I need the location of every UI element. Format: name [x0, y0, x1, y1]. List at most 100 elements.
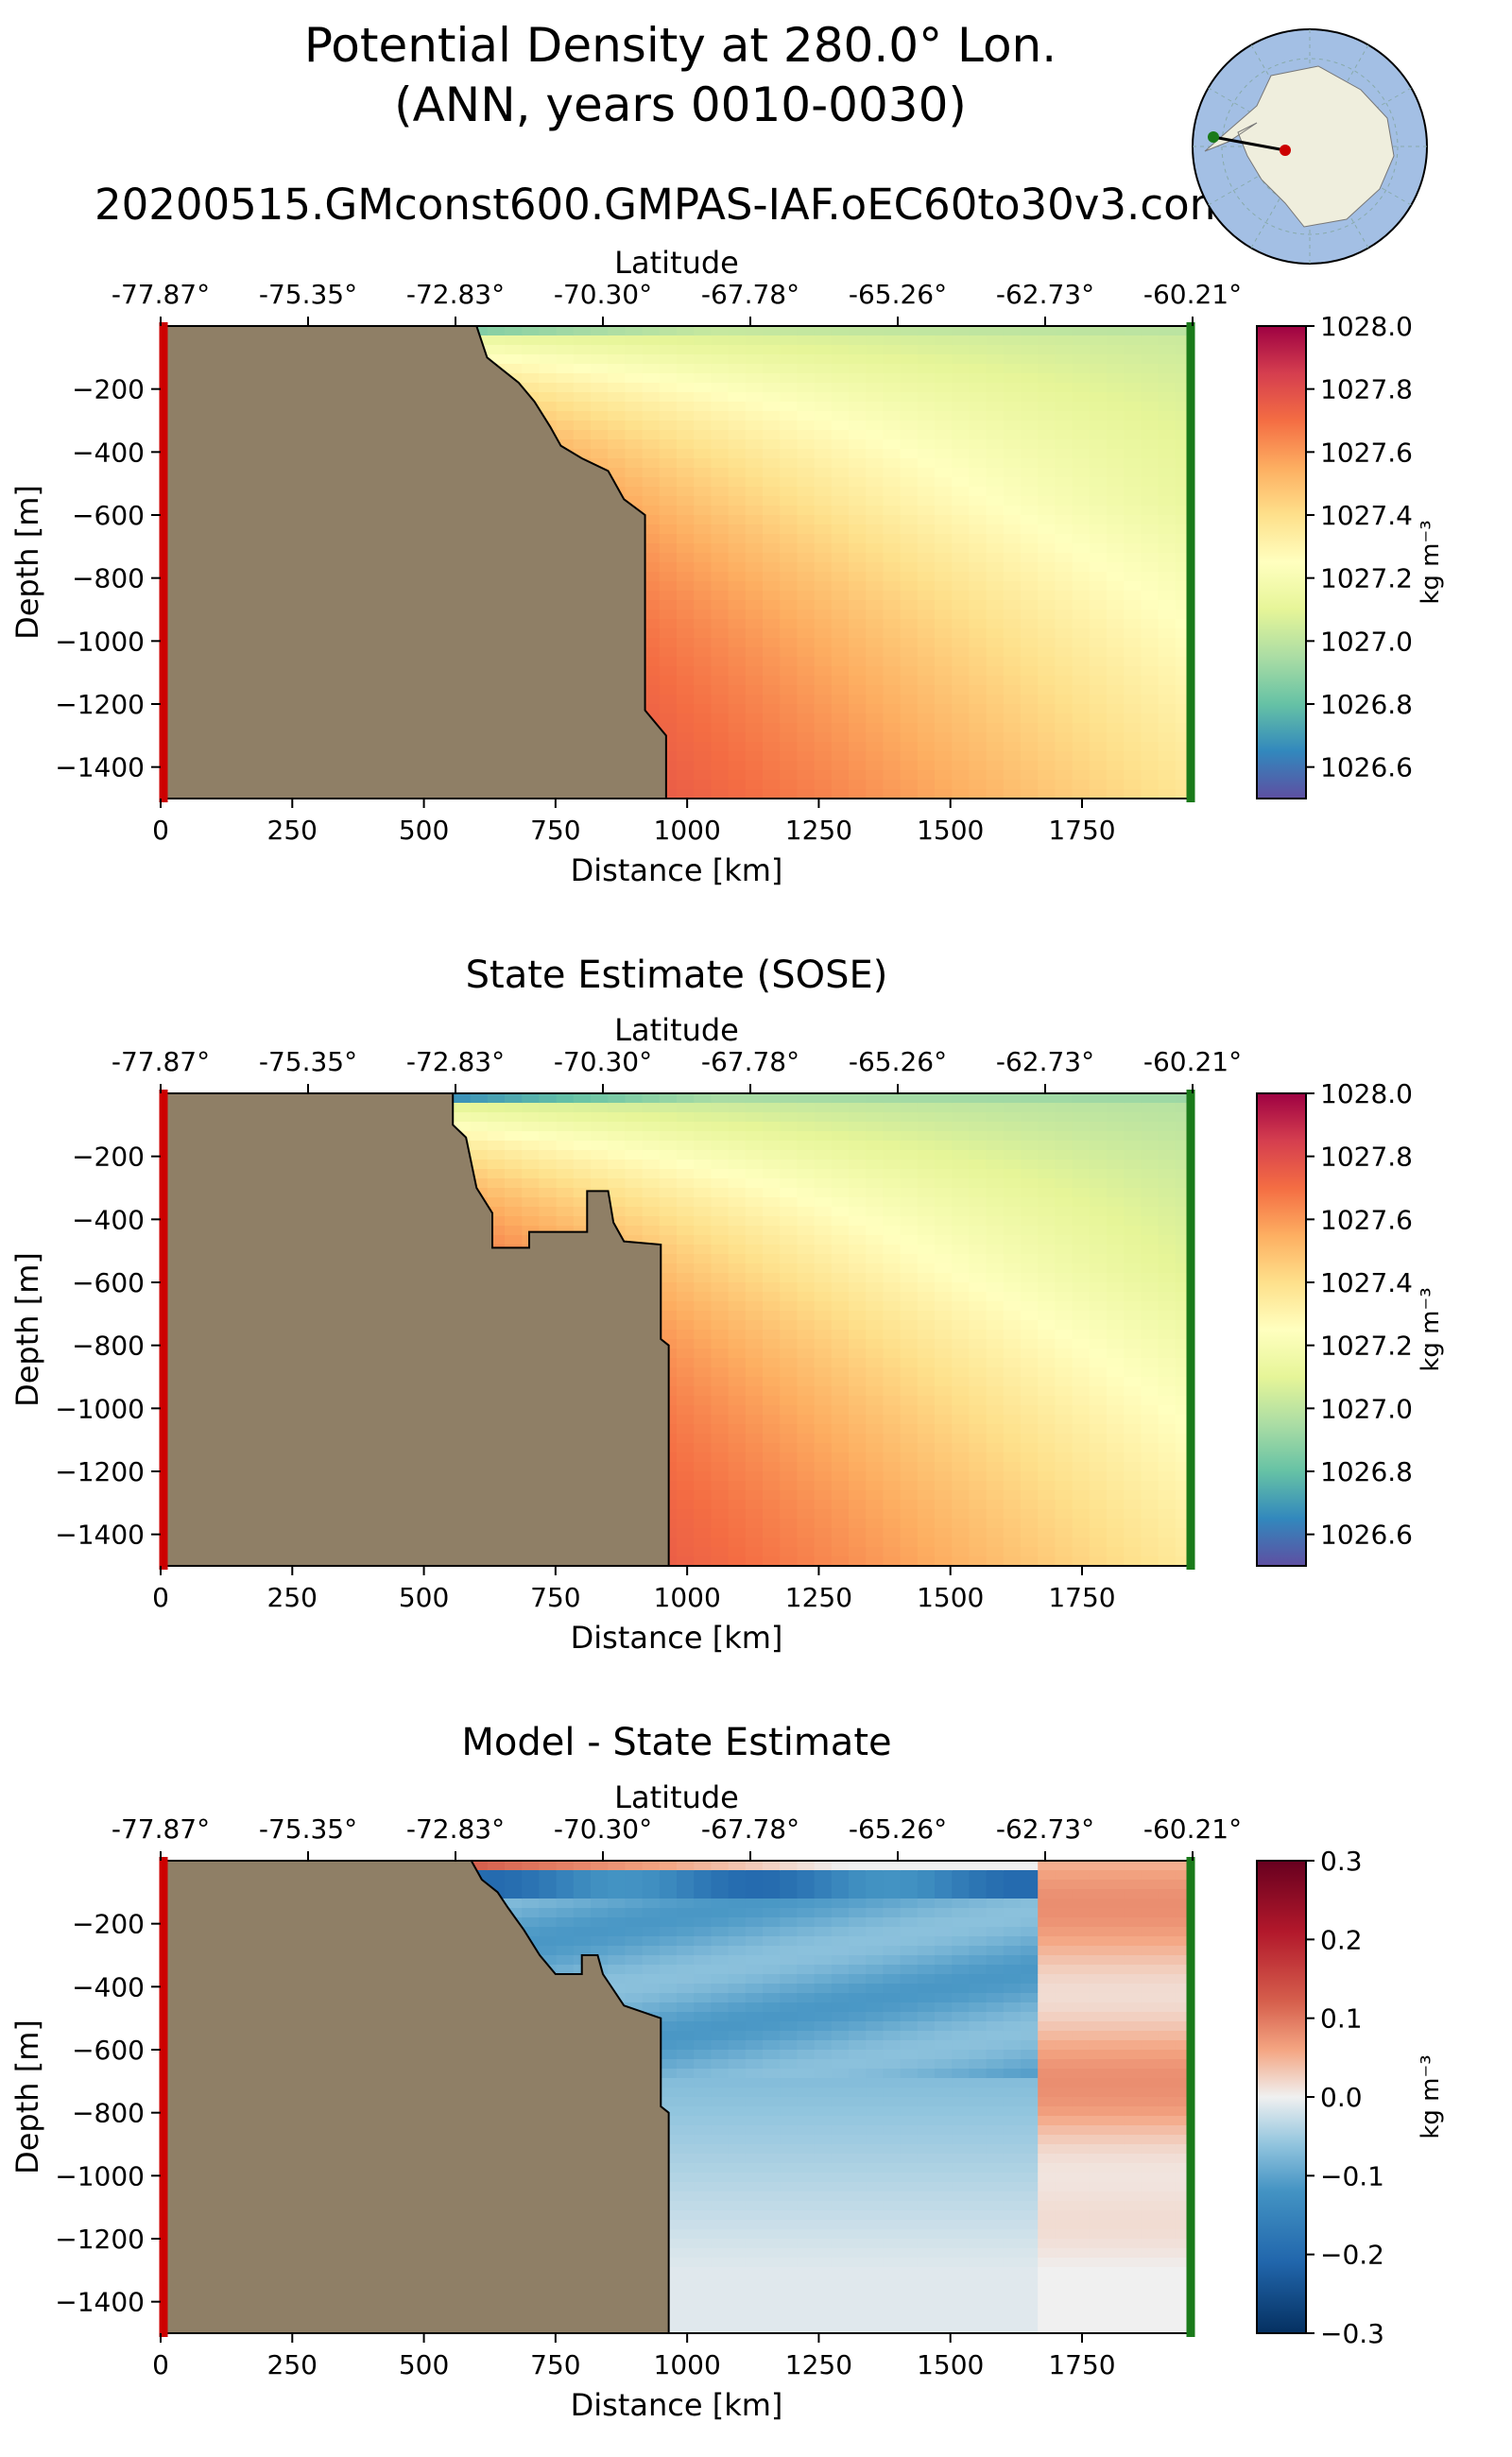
heatmap-cell	[711, 600, 730, 610]
heatmap-cell	[642, 439, 661, 450]
heatmap-cell	[591, 439, 609, 450]
heatmap-cell	[522, 1178, 540, 1189]
heatmap-cell	[1038, 695, 1056, 705]
heatmap-cell	[780, 1339, 798, 1349]
heatmap-cell	[677, 732, 695, 743]
heatmap-cell	[659, 515, 678, 525]
heatmap-cell	[625, 1216, 644, 1227]
heatmap-cell	[694, 543, 712, 554]
heatmap-cell	[659, 610, 678, 620]
heatmap-cell	[883, 553, 902, 563]
heatmap-cell	[745, 695, 764, 705]
heatmap-cell	[728, 647, 747, 658]
heatmap-cell	[677, 657, 695, 667]
heatmap-cell	[1124, 458, 1142, 469]
heatmap-cell	[797, 345, 816, 355]
heatmap-cell	[728, 1245, 747, 1255]
heatmap-cell	[694, 600, 712, 610]
heatmap-cell	[935, 591, 953, 601]
heatmap-cell	[1175, 581, 1194, 592]
heatmap-cell	[1003, 335, 1022, 346]
heatmap-cell	[986, 761, 1005, 771]
heatmap-cell	[935, 335, 953, 346]
heatmap-cell	[745, 1519, 764, 1529]
heatmap-cell	[487, 1160, 506, 1170]
colorbar-tick-label: 1028.0	[1320, 311, 1413, 342]
heatmap-cell	[780, 1131, 798, 1142]
heatmap-cell	[831, 411, 850, 421]
heatmap-cell	[780, 572, 798, 582]
heatmap-cell	[591, 411, 609, 421]
heatmap-cell	[952, 458, 970, 469]
heatmap-cell	[677, 1396, 695, 1406]
heatmap-cell	[969, 326, 988, 336]
colorbar-tick-label: 1027.2	[1320, 563, 1413, 594]
heatmap-cell	[866, 411, 884, 421]
heatmap-cell	[642, 449, 661, 459]
heatmap-cell	[728, 1282, 747, 1293]
heatmap-cell	[1158, 430, 1177, 440]
heatmap-cell	[1158, 695, 1177, 705]
heatmap-cell	[745, 732, 764, 743]
heatmap-cell	[1089, 524, 1108, 535]
heatmap-cell	[1141, 449, 1160, 459]
heatmap-cell	[1175, 666, 1194, 677]
heatmap-cell	[1158, 638, 1177, 648]
heatmap-cell	[573, 1141, 592, 1151]
heatmap-cell	[711, 1424, 730, 1435]
heatmap-cell	[1072, 449, 1091, 459]
heatmap-cell	[728, 1263, 747, 1274]
lat-tick-label: -75.35°	[259, 279, 357, 310]
heatmap-cell	[1021, 723, 1039, 733]
heatmap-cell	[1055, 345, 1074, 355]
heatmap-cell	[780, 1396, 798, 1406]
heatmap-cell	[677, 383, 695, 393]
heatmap-cell	[952, 543, 970, 554]
heatmap-cell	[642, 543, 661, 554]
heatmap-cell	[573, 411, 592, 421]
heatmap-cell	[711, 1263, 730, 1274]
heatmap-cell	[763, 770, 781, 781]
heatmap-cell	[1141, 411, 1160, 421]
heatmap-cell	[917, 723, 936, 733]
heatmap-cell	[745, 647, 764, 658]
heatmap-cell	[539, 364, 558, 374]
heatmap-cell	[814, 647, 833, 658]
heatmap-cell	[831, 421, 850, 431]
heatmap-cell	[522, 1207, 540, 1217]
heatmap-cell	[677, 1311, 695, 1321]
heatmap-cell	[969, 439, 988, 450]
heatmap-cell	[763, 1150, 781, 1160]
heatmap-cell	[745, 723, 764, 733]
heatmap-cell	[1141, 591, 1160, 601]
heatmap-cell	[677, 506, 695, 516]
heatmap-cell	[969, 770, 988, 781]
heatmap-cell	[677, 1386, 695, 1397]
heatmap-cell	[917, 770, 936, 781]
heatmap-cell	[763, 326, 781, 336]
heatmap-cell	[797, 713, 816, 724]
heatmap-cell	[814, 704, 833, 714]
heatmap-cell	[780, 1263, 798, 1274]
heatmap-cell	[745, 496, 764, 507]
heatmap-cell	[1124, 553, 1142, 563]
heatmap-cell	[866, 610, 884, 620]
heatmap-cell	[780, 1273, 798, 1283]
heatmap-cell	[866, 695, 884, 705]
heatmap-cell	[728, 789, 747, 799]
heatmap-cell	[1175, 723, 1194, 733]
heatmap-cell	[1141, 326, 1160, 336]
heatmap-cell	[952, 789, 970, 799]
heatmap-cell	[1158, 581, 1177, 592]
heatmap-cell	[831, 742, 850, 752]
heatmap-cell	[1089, 628, 1108, 639]
heatmap-cell	[763, 1500, 781, 1510]
heatmap-cell	[1089, 732, 1108, 743]
heatmap-cell	[711, 1452, 730, 1463]
heatmap-cell	[1158, 364, 1177, 374]
heatmap-cell	[917, 439, 936, 450]
heatmap-cell	[642, 487, 661, 497]
heatmap-cell	[745, 1330, 764, 1340]
heatmap-cell	[694, 1226, 712, 1236]
heatmap-cell	[780, 411, 798, 421]
